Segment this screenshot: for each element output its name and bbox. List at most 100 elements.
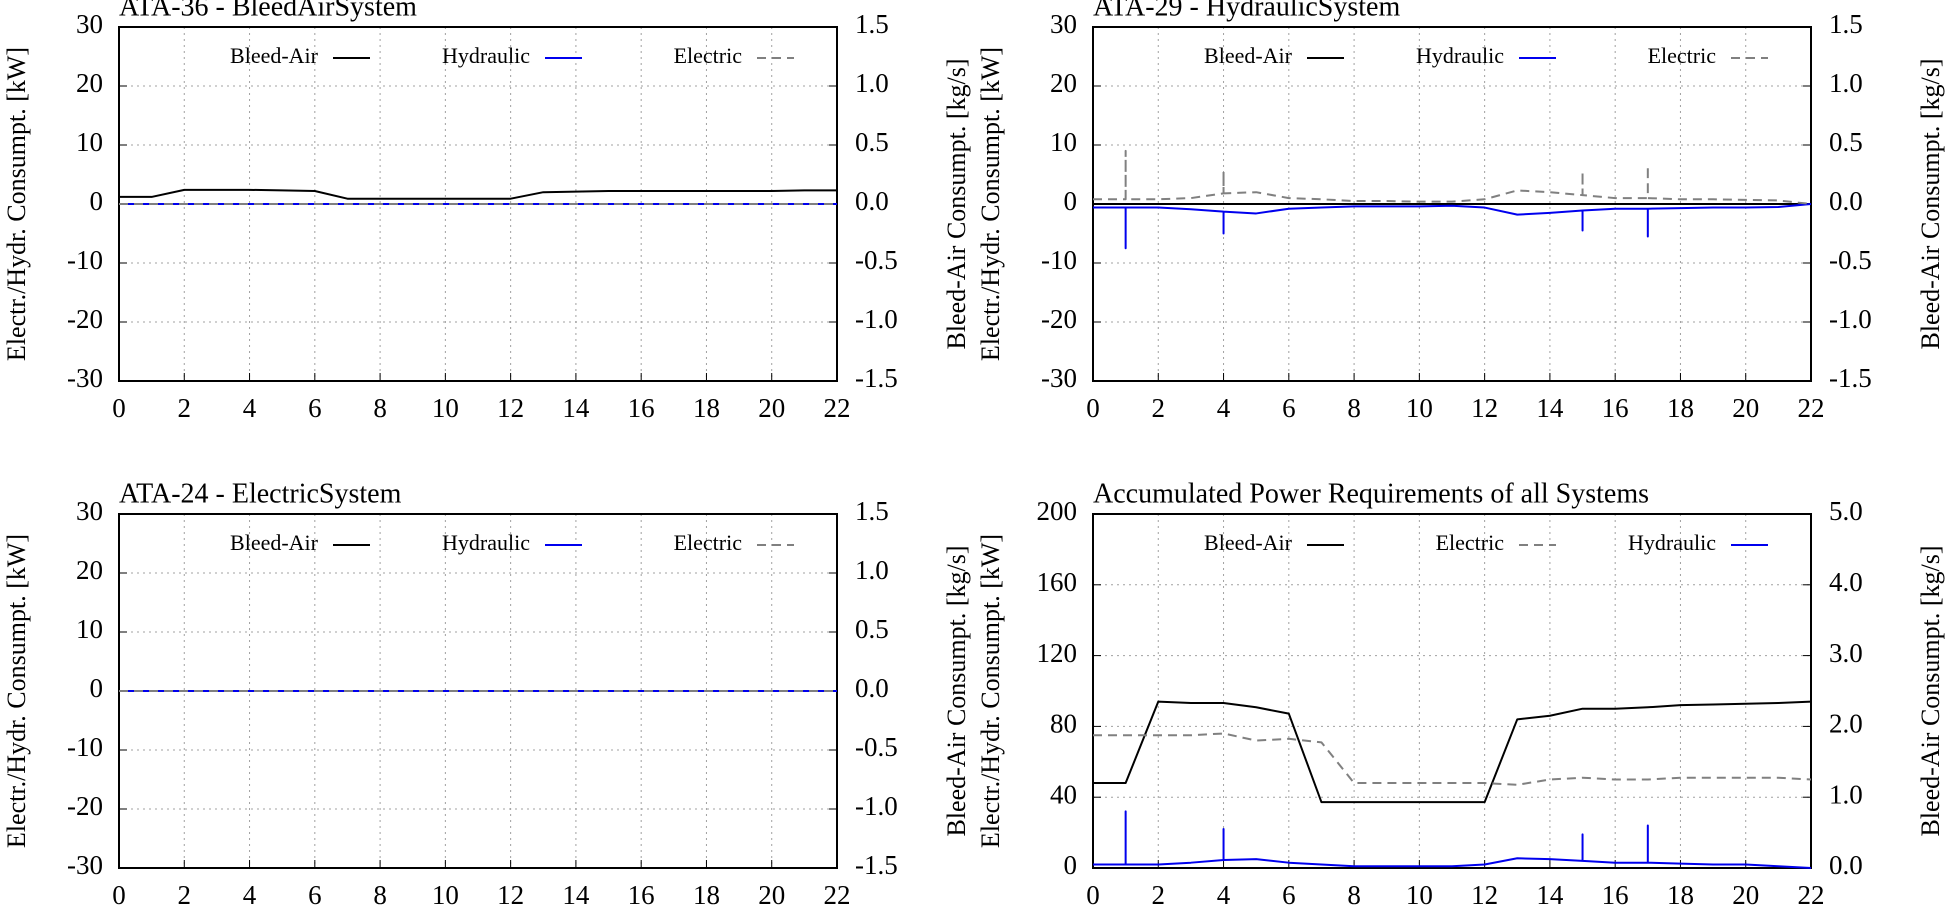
x-tick-label: 6	[308, 393, 322, 423]
x-tick-label: 2	[178, 880, 192, 910]
series-line	[1093, 732, 1812, 786]
y2-tick-label: 1.0	[1829, 68, 1863, 98]
x-tick-label: 18	[693, 393, 720, 423]
y2-tick-label: -1.0	[855, 791, 898, 821]
x-tick-label: 8	[1347, 393, 1361, 423]
x-tick-label: 22	[824, 880, 851, 910]
y2-tick-label: 0.0	[855, 186, 889, 216]
y-axis-label: Electr./Hydr. Consumpt. [kW]	[2, 47, 31, 361]
legend-label: Hydraulic	[1416, 43, 1504, 68]
y-tick-label: -30	[1041, 363, 1077, 393]
y2-tick-label: 1.5	[1829, 9, 1863, 39]
y-tick-label: -20	[1041, 304, 1077, 334]
y-tick-label: -10	[67, 245, 103, 275]
y-tick-label: 200	[1037, 496, 1078, 526]
y2-tick-label: 1.5	[855, 9, 889, 39]
x-tick-label: 8	[373, 393, 387, 423]
x-tick-label: 0	[1086, 880, 1100, 910]
x-tick-label: 12	[497, 880, 524, 910]
y2-tick-label: 1.0	[855, 555, 889, 585]
x-tick-label: 12	[497, 393, 524, 423]
x-tick-label: 2	[178, 393, 192, 423]
series-line	[1093, 700, 1812, 804]
y-tick-label: -30	[67, 363, 103, 393]
legend-label: Electric	[1648, 43, 1717, 68]
x-tick-label: 4	[1217, 880, 1231, 910]
x-tick-label: 18	[1667, 393, 1694, 423]
y2-axis-label: Bleed-Air Consumpt. [kg/s]	[942, 545, 971, 836]
x-tick-label: 2	[1152, 393, 1166, 423]
y2-tick-label: 0.5	[855, 127, 889, 157]
y2-tick-label: -0.5	[855, 732, 898, 762]
y2-tick-label: 0.0	[855, 673, 889, 703]
y-tick-label: -20	[67, 791, 103, 821]
legend-label: Hydraulic	[1628, 530, 1716, 555]
y-tick-label: 20	[76, 555, 103, 585]
y2-axis-label: Bleed-Air Consumpt. [kg/s]	[1916, 58, 1945, 349]
y-tick-label: 0	[1064, 186, 1078, 216]
y-tick-label: 80	[1050, 709, 1077, 739]
x-tick-label: 18	[1667, 880, 1694, 910]
x-tick-label: 6	[308, 880, 322, 910]
series-line	[1093, 203, 1812, 250]
y-tick-label: -10	[1041, 245, 1077, 275]
x-tick-label: 4	[243, 393, 257, 423]
y2-tick-label: -1.0	[855, 304, 898, 334]
y2-tick-label: 0.0	[1829, 850, 1863, 880]
y2-tick-label: 0.5	[1829, 127, 1863, 157]
plot-frame	[1092, 513, 1812, 869]
x-tick-label: 14	[562, 393, 590, 423]
y-tick-label: 10	[1050, 127, 1077, 157]
legend-label: Bleed-Air	[1204, 530, 1293, 555]
y-tick-label: 30	[76, 496, 103, 526]
y2-tick-label: 1.5	[855, 496, 889, 526]
y-tick-label: 120	[1037, 638, 1078, 668]
y2-tick-label: -1.5	[855, 363, 898, 393]
y-tick-label: 10	[76, 614, 103, 644]
y-tick-label: 0	[90, 186, 104, 216]
legend-label: Hydraulic	[442, 530, 530, 555]
y2-tick-label: 0.0	[1829, 186, 1863, 216]
y-tick-label: -10	[67, 732, 103, 762]
x-tick-label: 2	[1152, 880, 1166, 910]
legend-label: Electric	[674, 43, 743, 68]
legend-label: Electric	[1436, 530, 1505, 555]
legend-label: Bleed-Air	[1204, 43, 1293, 68]
y-tick-label: 0	[1064, 850, 1078, 880]
x-tick-label: 10	[1406, 393, 1433, 423]
x-tick-label: 8	[1347, 880, 1361, 910]
y2-tick-label: 5.0	[1829, 496, 1863, 526]
x-tick-label: 0	[1086, 393, 1100, 423]
chart-title: ATA-29 - HydraulicSystem	[1093, 0, 1400, 22]
x-tick-label: 8	[373, 880, 387, 910]
y2-tick-label: 2.0	[1829, 709, 1863, 739]
y2-tick-label: 1.0	[1829, 779, 1863, 809]
x-tick-label: 20	[1732, 880, 1759, 910]
y-tick-label: 30	[76, 9, 103, 39]
x-tick-label: 4	[243, 880, 257, 910]
y-tick-label: 160	[1037, 567, 1078, 597]
y-tick-label: -20	[67, 304, 103, 334]
x-tick-label: 16	[1602, 393, 1629, 423]
x-tick-label: 0	[112, 393, 126, 423]
x-tick-label: 14	[1536, 393, 1564, 423]
legend-label: Hydraulic	[442, 43, 530, 68]
y2-tick-label: -0.5	[855, 245, 898, 275]
x-tick-label: 16	[628, 880, 655, 910]
x-tick-label: 20	[1732, 393, 1759, 423]
x-tick-label: 20	[758, 880, 785, 910]
x-tick-label: 10	[432, 393, 459, 423]
legend-label: Bleed-Air	[230, 530, 319, 555]
x-tick-label: 16	[1602, 880, 1629, 910]
y2-tick-label: -1.5	[855, 850, 898, 880]
y-tick-label: 10	[76, 127, 103, 157]
y-tick-label: 30	[1050, 9, 1077, 39]
x-tick-label: 4	[1217, 393, 1231, 423]
series-line	[1093, 810, 1812, 869]
y-tick-label: -30	[67, 850, 103, 880]
x-tick-label: 10	[1406, 880, 1433, 910]
y2-tick-label: -1.5	[1829, 363, 1872, 393]
y2-tick-label: -0.5	[1829, 245, 1872, 275]
x-tick-label: 6	[1282, 393, 1296, 423]
chart-title: Accumulated Power Requirements of all Sy…	[1093, 478, 1649, 509]
